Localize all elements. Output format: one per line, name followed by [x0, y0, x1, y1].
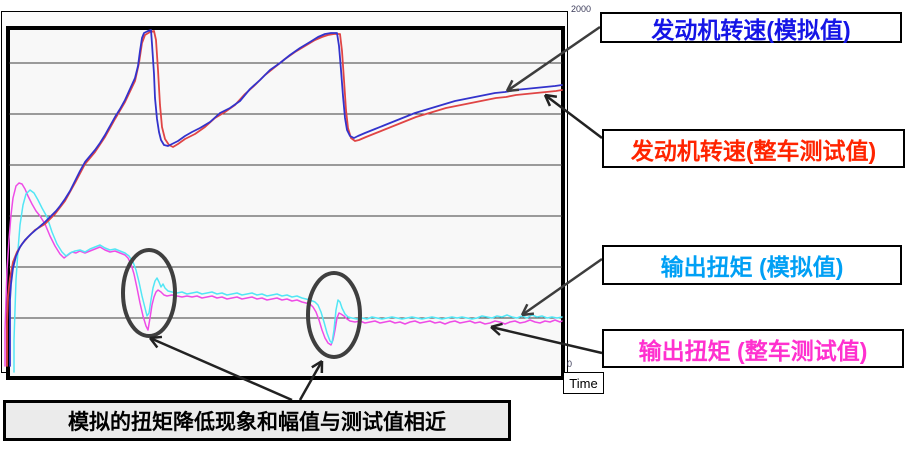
x-axis-title: Time	[563, 372, 604, 394]
legend-output-torque-test: 输出扭矩 (整车测试值)	[602, 329, 904, 368]
annotation-box: 模拟的扭矩降低现象和幅值与测试值相近	[3, 400, 511, 441]
legend-engine-speed-test: 发动机转速(整车测试值)	[602, 129, 905, 168]
x-axis-end-tick-label: 0	[567, 359, 573, 369]
chart-plot-area	[6, 26, 565, 380]
y-axis-max-tick-label: 2000	[571, 4, 592, 14]
chart-frame	[1, 11, 568, 380]
legend-engine-speed-sim: 发动机转速(模拟值)	[600, 12, 902, 43]
legend-output-torque-sim: 输出扭矩 (模拟值)	[602, 245, 902, 285]
